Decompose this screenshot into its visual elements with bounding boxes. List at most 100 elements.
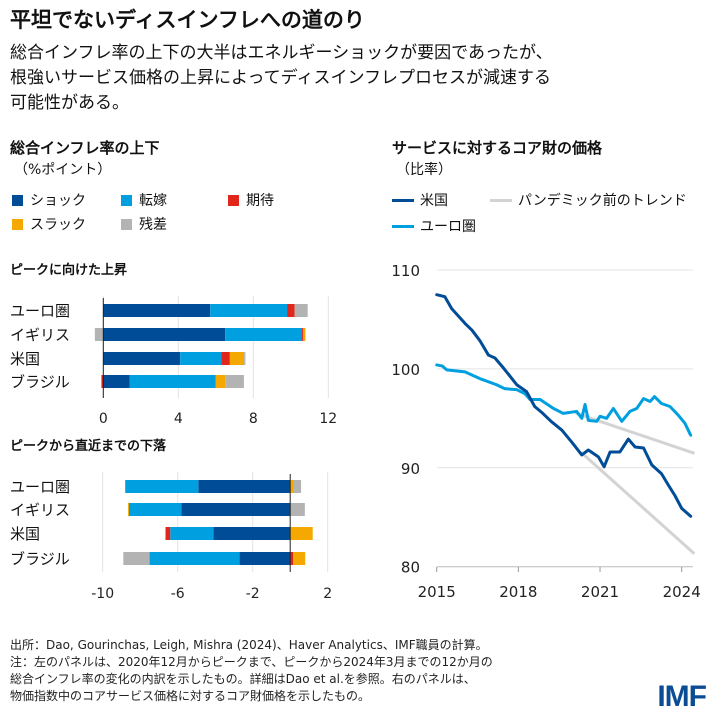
bar-segment xyxy=(125,480,199,493)
section-title-rise: ピークに向けた上昇 xyxy=(10,263,128,278)
bar-segment xyxy=(290,503,305,516)
series-line xyxy=(580,451,695,555)
bar-segment xyxy=(290,552,294,565)
legend-item: スラック xyxy=(12,214,86,234)
x-tick-label: 8 xyxy=(249,411,258,427)
y-tick-label: 110 xyxy=(391,262,420,280)
legend-label: スラック xyxy=(30,217,86,233)
bar-segment xyxy=(123,552,150,565)
legend-swatch xyxy=(121,194,132,206)
right-panel-unit: （比率） xyxy=(396,162,452,178)
section-title-fall: ピークから直近までの下落 xyxy=(10,439,167,454)
subtitle-line: 総合インフレ率の上下の大半はエネルギーショックが要因であったが、 xyxy=(10,43,553,63)
note-line: 総合インフレ率の変化の内訳を示したもの。詳細はDao et al.を参照。右のパ… xyxy=(10,672,476,686)
legend-label: 転嫁 xyxy=(139,193,167,209)
legend-label: ユーロ圏 xyxy=(420,219,476,235)
category-label: ブラジル xyxy=(10,550,70,568)
bar-segment xyxy=(94,328,104,341)
legend-item: ユーロ圏 xyxy=(392,216,476,236)
source-note: 出所：Dao, Gourinchas, Leigh, Mishra (2024)… xyxy=(10,638,488,652)
legend-item: 米国 xyxy=(392,190,448,210)
legend-line xyxy=(490,198,512,202)
note-line: 物価指数中のコアサービス価格に対するコア財価格を示したもの。 xyxy=(10,689,371,703)
x-tick-label: 2021 xyxy=(581,583,619,601)
bar-segment xyxy=(128,503,182,516)
x-tick-label: 4 xyxy=(174,411,183,427)
legend-line xyxy=(392,224,414,228)
bar-segment xyxy=(239,552,291,565)
note-line: 注：左のパネルは、2020年12月からピークまで、ピークから2024年3月までの… xyxy=(10,655,493,669)
x-tick-label: 2018 xyxy=(499,583,537,601)
category-label: ユーロ圏 xyxy=(10,302,70,320)
bar-segment xyxy=(225,328,303,341)
bar-segment xyxy=(225,375,244,388)
chart-title: 平坦でないディスインフレへの道のり xyxy=(10,8,365,32)
legend-label: 期待 xyxy=(246,193,274,209)
series-line xyxy=(435,293,693,518)
bar-segment xyxy=(170,527,214,540)
category-label: 米国 xyxy=(10,525,40,543)
legend-label: パンデミック前のトレンド xyxy=(518,193,687,209)
bar-segment xyxy=(101,375,104,388)
legend-label: 米国 xyxy=(420,193,448,209)
legend-item: 残差 xyxy=(121,214,167,234)
bar-segment xyxy=(302,328,306,341)
legend-item: ショック xyxy=(12,190,86,210)
left-panel-title: 総合インフレ率の上下 xyxy=(10,139,160,157)
bar-segment xyxy=(244,352,246,365)
legend-swatch xyxy=(12,218,23,230)
bar-segment xyxy=(213,527,291,540)
bar-segment xyxy=(290,480,294,493)
y-tick-label: 100 xyxy=(391,361,420,379)
legend-line xyxy=(392,198,414,202)
bar-segment xyxy=(181,503,291,516)
right-panel-title: サービスに対するコア財の価格 xyxy=(392,139,603,157)
subtitle-line: 根強いサービス価格の上昇によってディスインフレプロセスが減速する xyxy=(10,68,551,88)
bar-segment xyxy=(293,480,302,493)
x-tick-label: 2015 xyxy=(418,583,456,601)
legend-label: 残差 xyxy=(139,217,167,233)
bar-segment xyxy=(165,527,171,540)
category-label: イギリス xyxy=(10,326,70,344)
legend-item: 転嫁 xyxy=(121,190,167,210)
x-tick-label: 12 xyxy=(319,411,337,427)
bar-segment xyxy=(210,304,288,317)
bar-segment xyxy=(293,552,306,565)
bar-segment xyxy=(215,375,226,388)
category-label: ユーロ圏 xyxy=(10,478,70,496)
subtitle-line: 可能性がある。 xyxy=(10,93,129,113)
category-label: 米国 xyxy=(10,350,40,368)
x-tick-label: 2024 xyxy=(663,583,701,601)
bar-segment xyxy=(290,527,313,540)
bar-segment xyxy=(180,352,222,365)
bar-segment xyxy=(103,352,181,365)
bar-segment xyxy=(221,352,230,365)
x-tick-label: -10 xyxy=(91,586,114,602)
bar-segment xyxy=(103,375,130,388)
bar-segment xyxy=(294,304,308,317)
left-panel-unit: （%ポイント） xyxy=(14,162,112,178)
legend-swatch xyxy=(12,194,23,206)
category-label: イギリス xyxy=(10,501,70,519)
bar-segment xyxy=(129,375,216,388)
x-tick-label: -6 xyxy=(171,586,185,602)
y-tick-label: 80 xyxy=(401,559,420,577)
x-tick-label: -2 xyxy=(246,586,260,602)
legend-item: パンデミック前のトレンド xyxy=(490,190,687,210)
bar-segment xyxy=(103,304,211,317)
x-tick-label: 0 xyxy=(99,411,108,427)
bar-segment xyxy=(302,328,303,341)
legend-label: ショック xyxy=(30,193,86,209)
bar-segment xyxy=(103,328,226,341)
series-line xyxy=(435,363,693,437)
bar-segment xyxy=(287,304,295,317)
y-tick-label: 90 xyxy=(401,460,420,478)
bar-segment xyxy=(149,552,240,565)
category-label: ブラジル xyxy=(10,373,70,391)
legend-swatch xyxy=(228,194,239,206)
bar-segment xyxy=(229,352,245,365)
imf-logo: IMF xyxy=(657,680,707,713)
legend-swatch xyxy=(121,218,132,230)
legend-item: 期待 xyxy=(228,190,274,210)
